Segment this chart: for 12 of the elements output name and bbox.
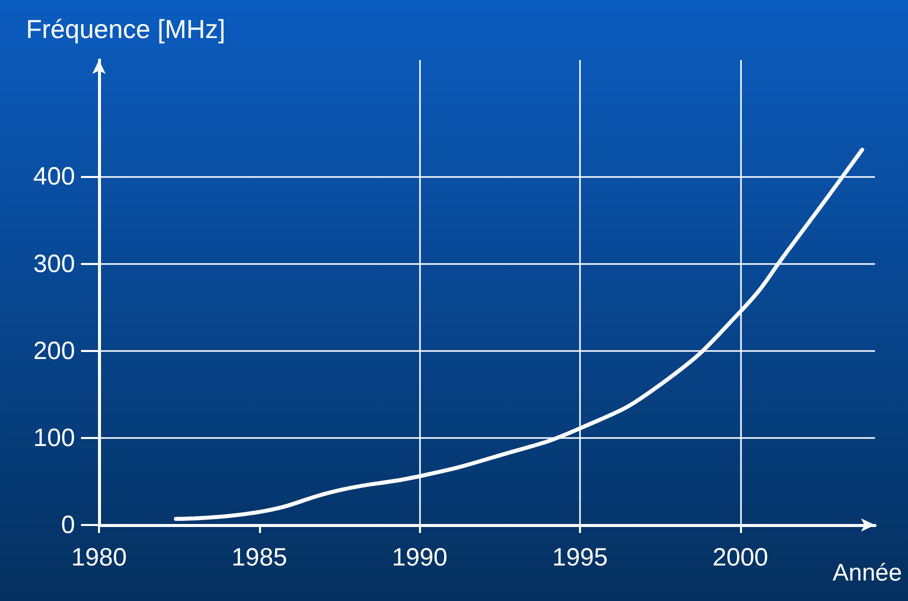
- x-tick-label: 1995: [552, 544, 608, 572]
- y-axis-title: Fréquence [MHz]: [26, 14, 226, 44]
- y-tick-label: 300: [33, 250, 75, 278]
- y-tick-label: 0: [61, 511, 75, 539]
- x-tick-label: 1980: [71, 544, 127, 572]
- y-tick-label: 100: [33, 424, 75, 452]
- x-tick-label: 2000: [712, 544, 768, 572]
- y-tick-label: 200: [33, 336, 75, 365]
- x-axis-title: Année: [832, 560, 902, 586]
- x-tick-label: 1985: [232, 544, 288, 572]
- y-tick-label: 400: [33, 162, 75, 191]
- x-tick-label: 1990: [392, 544, 448, 572]
